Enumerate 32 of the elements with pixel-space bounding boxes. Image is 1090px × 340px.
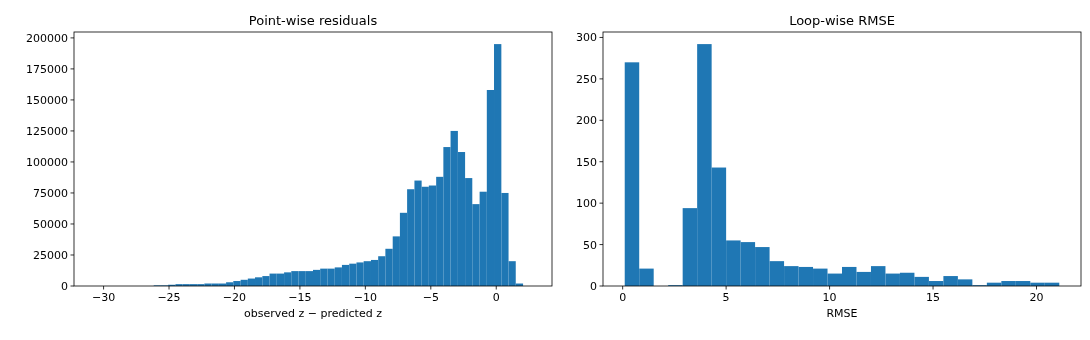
x-tick-label: 5 (722, 291, 730, 304)
y-tick-label: 125000 (26, 124, 68, 138)
x-tick-label: 10 (822, 291, 837, 304)
y-tick-label: 50 (583, 238, 597, 252)
x-tick-label: −5 (422, 291, 439, 304)
x-tick-label: −25 (157, 291, 181, 304)
y-tick-label: 75000 (33, 186, 68, 200)
y-tick-label: 300 (576, 31, 597, 45)
chart-title: Loop-wise RMSE (789, 13, 895, 28)
x-tick-label: −20 (222, 291, 247, 304)
x-tick-label: 0 (619, 291, 627, 304)
x-tick-label: −10 (353, 291, 377, 304)
x-tick-label: 20 (1029, 291, 1044, 304)
y-tick-label: 200 (576, 114, 597, 128)
y-tick-label: 200000 (26, 31, 68, 45)
x-axis-title: observed z − predicted z (244, 307, 383, 320)
y-tick-label: 50000 (33, 217, 68, 231)
chart-title: Point-wise residuals (248, 13, 378, 28)
x-tick-label: 15 (926, 291, 941, 304)
y-tick-label: 100 (576, 197, 597, 211)
y-tick-label: 150 (576, 155, 597, 169)
x-tick-label: −30 (91, 291, 116, 304)
y-tick-label: 100000 (26, 155, 68, 169)
x-tick-label: 0 (492, 291, 500, 304)
y-tick-label: 0 (590, 280, 597, 293)
x-tick-label: −15 (288, 291, 312, 304)
y-tick-label: 175000 (26, 62, 68, 76)
y-tick-label: 150000 (26, 93, 68, 107)
y-tick-label: 25000 (33, 248, 68, 262)
y-tick-label: 250 (576, 72, 597, 86)
x-axis-title: RMSE (826, 307, 858, 320)
y-tick-label: 0 (61, 280, 68, 293)
